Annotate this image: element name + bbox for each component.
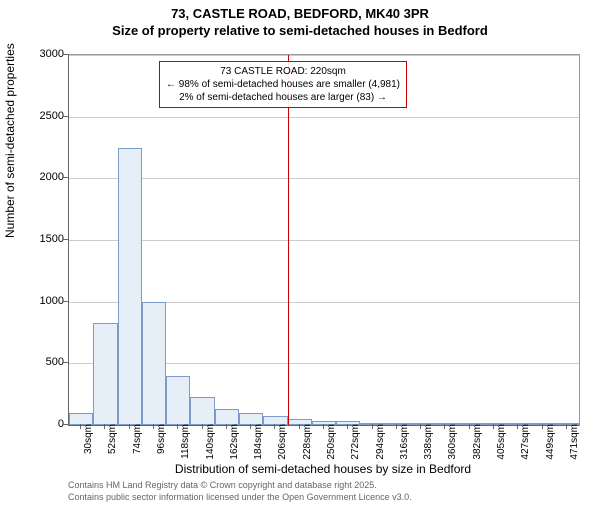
y-tick-label: 0 <box>4 418 64 430</box>
x-tick-label: 228sqm <box>302 424 313 464</box>
x-tick-mark <box>542 424 543 429</box>
chart-title-line2: Size of property relative to semi-detach… <box>0 23 600 38</box>
x-tick-label: 118sqm <box>180 424 191 464</box>
x-tick-label: 74sqm <box>132 424 143 464</box>
x-tick-label: 471sqm <box>569 424 580 464</box>
x-tick-mark <box>299 424 300 429</box>
y-tick-mark <box>63 424 68 425</box>
x-tick-label: 272sqm <box>350 424 361 464</box>
histogram-bar <box>118 148 142 426</box>
plot-area: 73 CASTLE ROAD: 220sqm← 98% of semi-deta… <box>68 54 580 426</box>
y-tick-label: 500 <box>4 356 64 368</box>
annotation-line: ← 98% of semi-detached houses are smalle… <box>166 78 400 91</box>
chart-container: 73, CASTLE ROAD, BEDFORD, MK40 3PR Size … <box>0 6 600 506</box>
y-tick-mark <box>63 362 68 363</box>
histogram-bar <box>215 409 239 425</box>
y-tick-mark <box>63 177 68 178</box>
x-tick-mark <box>177 424 178 429</box>
x-tick-label: 96sqm <box>156 424 167 464</box>
x-tick-mark <box>396 424 397 429</box>
x-tick-label: 449sqm <box>545 424 556 464</box>
x-tick-mark <box>274 424 275 429</box>
x-tick-label: 52sqm <box>107 424 118 464</box>
y-tick-mark <box>63 301 68 302</box>
x-tick-mark <box>202 424 203 429</box>
x-tick-label: 427sqm <box>520 424 531 464</box>
grid-line <box>69 55 579 56</box>
x-tick-mark <box>153 424 154 429</box>
x-tick-mark <box>420 424 421 429</box>
grid-line <box>69 178 579 179</box>
histogram-bar <box>166 376 190 425</box>
x-tick-label: 162sqm <box>229 424 240 464</box>
grid-line <box>69 240 579 241</box>
annotation-line: 73 CASTLE ROAD: 220sqm <box>166 65 400 78</box>
x-tick-mark <box>347 424 348 429</box>
x-tick-mark <box>493 424 494 429</box>
y-tick-mark <box>63 54 68 55</box>
x-tick-label: 250sqm <box>326 424 337 464</box>
x-tick-mark <box>226 424 227 429</box>
x-tick-mark <box>250 424 251 429</box>
x-tick-label: 184sqm <box>253 424 264 464</box>
x-tick-label: 30sqm <box>83 424 94 464</box>
y-tick-mark <box>63 239 68 240</box>
y-tick-label: 2500 <box>4 110 64 122</box>
marker-line <box>288 55 289 425</box>
x-tick-mark <box>129 424 130 429</box>
histogram-bar <box>142 302 166 425</box>
y-tick-mark <box>63 116 68 117</box>
x-tick-mark <box>80 424 81 429</box>
x-tick-label: 140sqm <box>205 424 216 464</box>
y-axis-label: Number of semi-detached properties <box>3 43 17 238</box>
footer-line2: Contains public sector information licen… <box>68 492 412 504</box>
x-tick-label: 338sqm <box>423 424 434 464</box>
x-tick-mark <box>372 424 373 429</box>
x-axis-label: Distribution of semi-detached houses by … <box>68 462 578 476</box>
annotation-box: 73 CASTLE ROAD: 220sqm← 98% of semi-deta… <box>159 61 407 108</box>
x-tick-label: 382sqm <box>472 424 483 464</box>
grid-line <box>69 117 579 118</box>
y-tick-label: 2000 <box>4 171 64 183</box>
x-tick-label: 294sqm <box>375 424 386 464</box>
y-tick-label: 1000 <box>4 295 64 307</box>
histogram-bar <box>190 397 214 425</box>
x-tick-mark <box>323 424 324 429</box>
x-tick-label: 360sqm <box>447 424 458 464</box>
x-tick-mark <box>517 424 518 429</box>
histogram-bar <box>93 323 117 425</box>
y-tick-label: 3000 <box>4 48 64 60</box>
annotation-line: 2% of semi-detached houses are larger (8… <box>166 91 400 104</box>
x-tick-mark <box>444 424 445 429</box>
footer-line1: Contains HM Land Registry data © Crown c… <box>68 480 412 492</box>
x-tick-label: 206sqm <box>277 424 288 464</box>
x-tick-mark <box>566 424 567 429</box>
x-tick-mark <box>104 424 105 429</box>
y-tick-label: 1500 <box>4 233 64 245</box>
chart-title-line1: 73, CASTLE ROAD, BEDFORD, MK40 3PR <box>0 6 600 21</box>
x-tick-label: 316sqm <box>399 424 410 464</box>
x-tick-label: 405sqm <box>496 424 507 464</box>
x-tick-mark <box>469 424 470 429</box>
